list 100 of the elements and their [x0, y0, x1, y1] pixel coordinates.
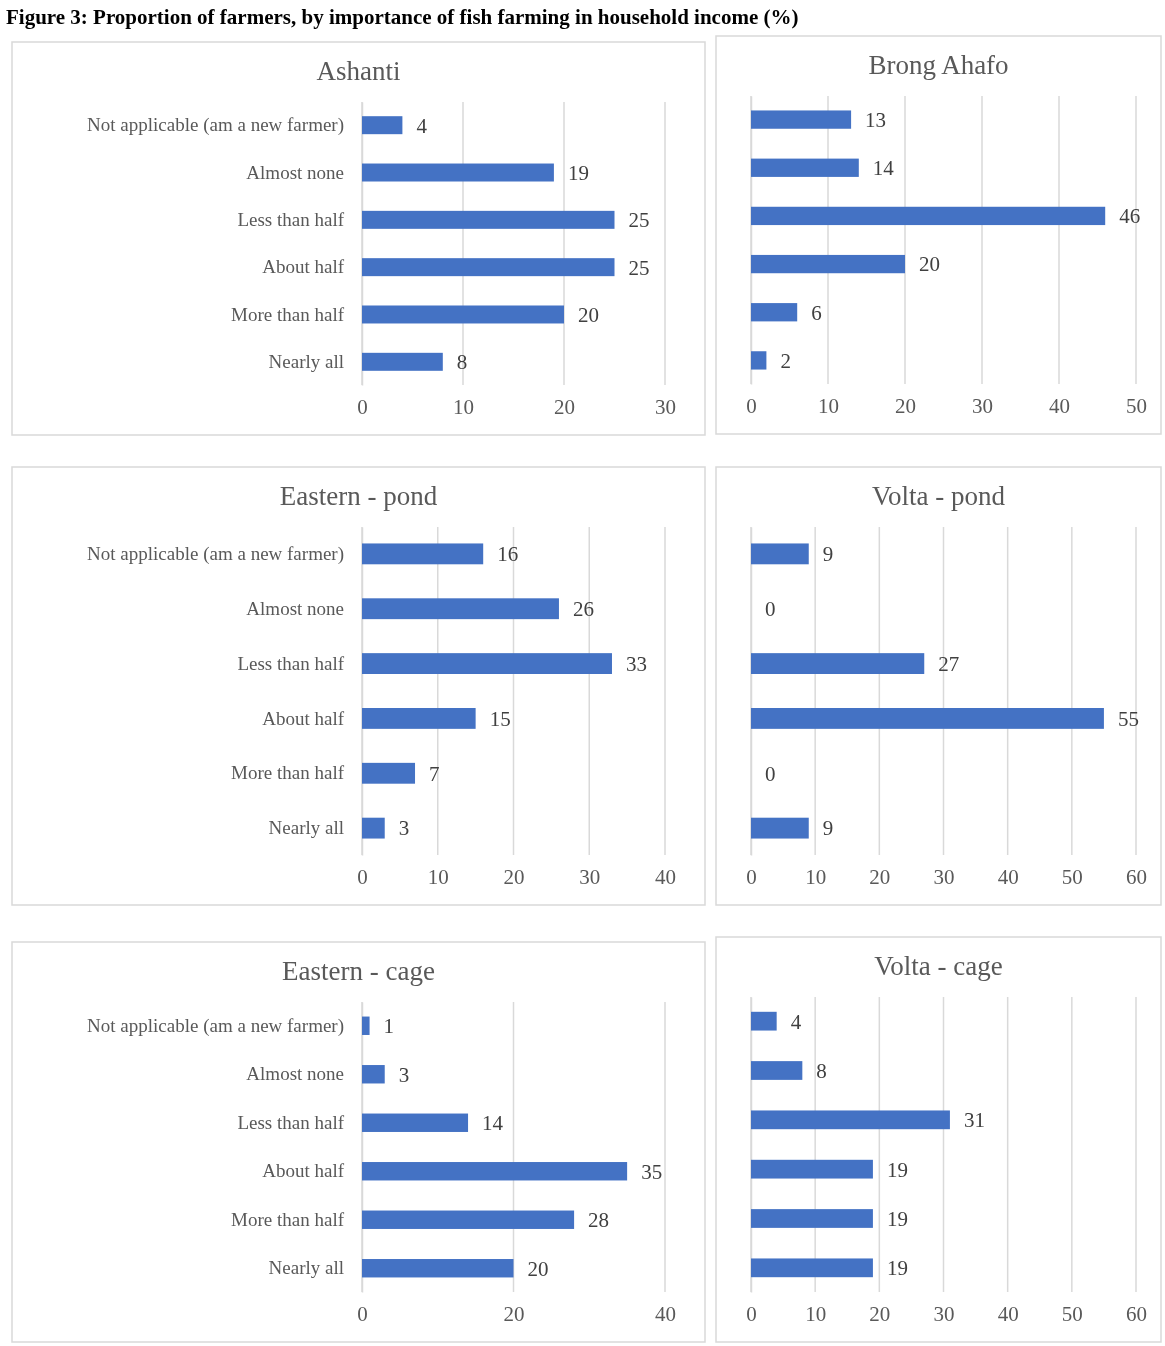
- data-label: 7: [429, 761, 440, 786]
- data-label: 4: [416, 113, 428, 138]
- x-tick-label: 60: [1126, 1301, 1147, 1326]
- bar: [751, 653, 925, 674]
- x-tick-label: 10: [805, 864, 827, 889]
- x-tick-label: 40: [997, 864, 1019, 889]
- y-tick-label: Not applicable (am a new farmer): [87, 1014, 344, 1037]
- data-label: 3: [398, 1062, 410, 1087]
- y-tick-label: About half: [262, 707, 345, 729]
- bar: [362, 598, 559, 620]
- data-label: 4: [790, 1009, 802, 1034]
- data-label: 3: [398, 816, 410, 841]
- chart-title: Brong Ahafo: [868, 50, 1009, 80]
- data-label: 25: [628, 255, 650, 280]
- bar: [751, 1159, 873, 1179]
- x-tick-label: 0: [357, 864, 368, 889]
- bar: [362, 653, 612, 674]
- bar: [362, 1162, 628, 1181]
- bar: [751, 110, 852, 129]
- data-label: 14: [872, 156, 895, 181]
- y-tick-label: Not applicable (am a new farmer): [87, 114, 344, 137]
- bar: [362, 210, 615, 229]
- data-label: 35: [641, 1159, 663, 1184]
- y-tick-label: Almost none: [246, 597, 344, 619]
- bar: [751, 1110, 950, 1130]
- bar: [362, 163, 554, 182]
- x-tick-label: 30: [655, 394, 676, 419]
- bar: [751, 1258, 873, 1278]
- x-tick-label: 50: [1061, 864, 1083, 889]
- data-label: 8: [816, 1058, 827, 1083]
- data-label: 15: [489, 706, 511, 731]
- data-label: 1: [383, 1014, 395, 1039]
- bar: [751, 708, 1104, 729]
- x-tick-label: 30: [972, 393, 993, 418]
- y-tick-label: Nearly all: [268, 817, 344, 839]
- chart-title: Volta - cage: [874, 951, 1003, 981]
- x-tick-label: 40: [1049, 393, 1070, 418]
- x-tick-label: 30: [579, 864, 601, 889]
- bar: [362, 258, 615, 277]
- bar: [751, 817, 809, 839]
- bar: [362, 1016, 370, 1035]
- x-tick-label: 10: [427, 864, 449, 889]
- x-tick-label: 0: [746, 393, 757, 418]
- data-label: 6: [811, 300, 822, 325]
- bar: [362, 817, 385, 839]
- bar: [362, 116, 403, 135]
- bar: [751, 158, 859, 177]
- x-tick-label: 20: [869, 864, 891, 889]
- bar: [362, 1259, 514, 1278]
- x-tick-label: 0: [357, 1301, 368, 1326]
- data-label: 25: [628, 208, 650, 233]
- x-tick-label: 20: [503, 864, 525, 889]
- data-label: 27: [938, 651, 960, 676]
- x-tick-label: 40: [655, 1301, 676, 1326]
- x-tick-label: 60: [1126, 864, 1147, 889]
- data-label: 19: [886, 1157, 908, 1182]
- data-label: 33: [625, 651, 647, 676]
- bar: [751, 1061, 803, 1080]
- x-tick-label: 0: [746, 1301, 757, 1326]
- chart-title: Volta - pond: [872, 481, 1006, 511]
- x-tick-label: 10: [453, 394, 474, 419]
- bar: [362, 543, 484, 565]
- y-tick-label: Less than half: [237, 1111, 345, 1133]
- data-label: 26: [572, 597, 594, 622]
- data-label: 20: [527, 1256, 549, 1281]
- data-label: 19: [886, 1206, 908, 1231]
- data-label: 28: [588, 1208, 610, 1233]
- data-label: 8: [456, 350, 468, 375]
- bar: [751, 351, 767, 370]
- x-tick-label: 50: [1061, 1301, 1083, 1326]
- y-tick-label: Nearly all: [268, 350, 344, 372]
- y-tick-label: Less than half: [237, 208, 345, 230]
- bar: [362, 352, 443, 371]
- data-label: 55: [1117, 706, 1139, 731]
- chart-title: Ashanti: [316, 56, 401, 86]
- bar: [362, 1113, 469, 1132]
- data-label: 20: [919, 252, 940, 277]
- x-tick-label: 40: [655, 864, 676, 889]
- y-tick-label: Almost none: [246, 161, 344, 183]
- data-label: 0: [765, 761, 776, 786]
- data-label: 16: [497, 542, 519, 567]
- bar: [362, 1065, 385, 1084]
- x-tick-label: 30: [933, 1301, 955, 1326]
- bar: [362, 1210, 575, 1229]
- data-label: 0: [765, 597, 776, 622]
- bar: [751, 1011, 777, 1031]
- bar: [751, 206, 1106, 226]
- x-tick-label: 0: [746, 864, 757, 889]
- x-tick-label: 10: [805, 1301, 827, 1326]
- x-tick-label: 20: [895, 393, 916, 418]
- data-label: 31: [963, 1108, 985, 1133]
- data-label: 2: [780, 348, 791, 373]
- data-label: 20: [578, 302, 599, 327]
- chart-title: Eastern - pond: [279, 481, 438, 511]
- x-tick-label: 40: [997, 1301, 1019, 1326]
- bar: [751, 254, 905, 274]
- data-label: 9: [822, 542, 834, 567]
- data-label: 19: [886, 1256, 908, 1281]
- y-tick-label: Nearly all: [268, 1257, 344, 1279]
- data-label: 46: [1119, 204, 1141, 229]
